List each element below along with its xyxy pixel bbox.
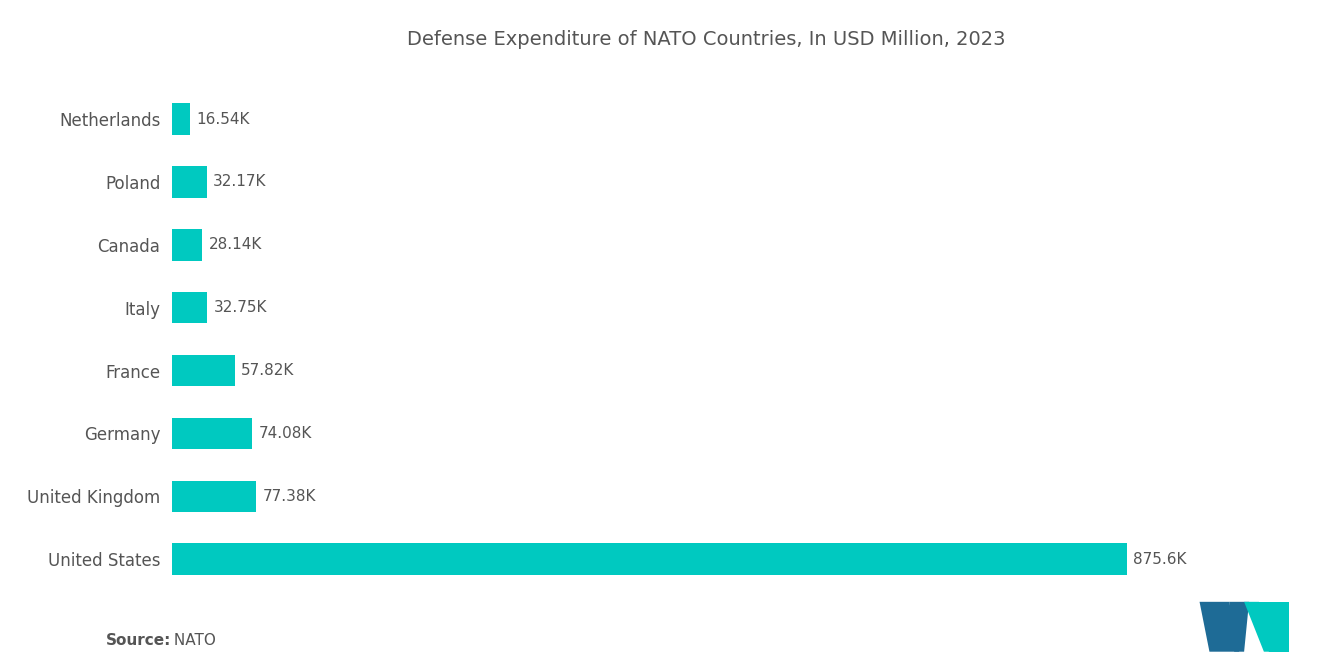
Bar xyxy=(172,543,1127,575)
Text: 77.38K: 77.38K xyxy=(263,489,315,504)
Text: 32.17K: 32.17K xyxy=(214,174,267,190)
Text: 875.6K: 875.6K xyxy=(1134,552,1187,567)
Polygon shape xyxy=(1200,602,1239,652)
Text: 74.08K: 74.08K xyxy=(259,426,313,441)
Bar xyxy=(172,481,256,512)
Title: Defense Expenditure of NATO Countries, In USD Million, 2023: Defense Expenditure of NATO Countries, I… xyxy=(407,30,1006,49)
Text: 57.82K: 57.82K xyxy=(242,363,294,378)
Polygon shape xyxy=(1243,602,1283,652)
Bar xyxy=(172,103,190,135)
Text: 28.14K: 28.14K xyxy=(209,237,263,252)
Polygon shape xyxy=(1249,602,1288,652)
Text: 32.75K: 32.75K xyxy=(214,300,268,315)
Bar xyxy=(172,229,202,261)
Bar xyxy=(172,418,252,449)
Text: 16.54K: 16.54K xyxy=(197,112,249,126)
Bar xyxy=(172,166,207,198)
Bar xyxy=(172,292,207,323)
Bar xyxy=(172,355,235,386)
Polygon shape xyxy=(1229,602,1249,652)
Text: Source:: Source: xyxy=(106,633,172,648)
Text: NATO: NATO xyxy=(169,633,216,648)
